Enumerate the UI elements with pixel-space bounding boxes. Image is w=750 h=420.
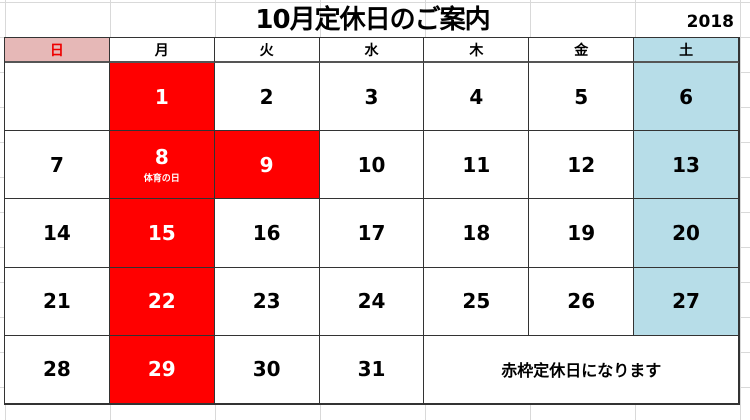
- day-number: 1: [154, 84, 169, 109]
- closed-day-cell: 29: [109, 335, 215, 404]
- day-number: 21: [43, 289, 71, 314]
- day-number: 12: [567, 152, 596, 177]
- day-cell: 18: [424, 199, 530, 268]
- day-number: 19: [567, 220, 596, 245]
- day-cell: 28: [5, 335, 110, 404]
- day-cell: 26: [529, 267, 635, 336]
- day-number: 14: [43, 220, 71, 245]
- weekday-header: 土: [634, 38, 739, 63]
- day-cell: [5, 63, 110, 132]
- day-cell: 27: [634, 267, 739, 336]
- day-number: 28: [43, 357, 71, 382]
- day-number: 31: [357, 357, 386, 382]
- calendar-grid: 日月火水木金土 1 2 3 4 5 6 7 8 体育の日 9 10 11 12 13 14 15 16 17 18 19…: [4, 37, 740, 405]
- holiday-label: 体育の日: [143, 174, 180, 185]
- day-cell: 11: [424, 131, 530, 200]
- day-number: 20: [672, 220, 700, 245]
- page-title: 10月定休日のご案内: [255, 5, 490, 35]
- day-number: 17: [357, 220, 386, 245]
- day-cell: 3: [319, 63, 425, 132]
- day-number: 23: [252, 289, 281, 314]
- day-cell: 6: [634, 63, 739, 132]
- day-cell: 23: [214, 267, 320, 336]
- day-cell: 25: [424, 267, 530, 336]
- day-cell: 5: [529, 63, 635, 132]
- year-label: 2018: [686, 12, 734, 32]
- day-number: 6: [679, 84, 694, 109]
- day-cell: 4: [424, 63, 530, 132]
- day-number: 22: [147, 289, 176, 314]
- day-cell: 31: [319, 335, 425, 404]
- day-cell: 16: [214, 199, 320, 268]
- day-number: 24: [357, 289, 386, 314]
- weekday-header: 日: [5, 38, 110, 63]
- weekday-header: 木: [424, 38, 530, 63]
- day-cell: 10: [319, 131, 425, 200]
- day-cell: 7: [5, 131, 110, 200]
- day-number: 29: [147, 357, 176, 382]
- weekday-header: 金: [529, 38, 635, 63]
- day-cell: 19: [529, 199, 635, 268]
- day-cell: 12: [529, 131, 635, 200]
- day-number: 11: [462, 152, 491, 177]
- day-number: 25: [462, 289, 491, 314]
- day-number: 16: [252, 220, 281, 245]
- day-cell: 14: [5, 199, 110, 268]
- day-cell: 17: [319, 199, 425, 268]
- closed-day-cell: 9: [214, 131, 320, 200]
- weekday-header: 火: [214, 38, 320, 63]
- day-number: 7: [49, 152, 64, 177]
- day-cell: 20: [634, 199, 739, 268]
- closed-day-cell: 1: [109, 63, 215, 132]
- day-cell: 30: [214, 335, 320, 404]
- weekday-header: 水: [319, 38, 425, 63]
- day-number: 13: [672, 152, 700, 177]
- day-number: 4: [469, 84, 484, 109]
- closed-day-cell: 15: [109, 199, 215, 268]
- day-number: 9: [259, 152, 274, 177]
- day-cell: 2: [214, 63, 320, 132]
- legend-note: 赤枠定休日になります: [424, 335, 739, 404]
- day-number: 5: [574, 84, 589, 109]
- day-number: 15: [147, 220, 176, 245]
- day-number: 26: [567, 289, 596, 314]
- day-cell: 13: [634, 131, 739, 200]
- weekday-header: 月: [109, 38, 215, 63]
- day-number: 3: [364, 84, 379, 109]
- day-number: 2: [259, 84, 274, 109]
- day-number: 30: [252, 357, 281, 382]
- day-cell: 21: [5, 267, 110, 336]
- day-number: 10: [357, 152, 386, 177]
- closed-day-cell: 8 体育の日: [109, 131, 215, 200]
- day-number: 8: [154, 145, 169, 170]
- day-cell: 24: [319, 267, 425, 336]
- day-number: 18: [462, 220, 491, 245]
- closed-day-cell: 22: [109, 267, 215, 336]
- day-number: 27: [672, 289, 700, 314]
